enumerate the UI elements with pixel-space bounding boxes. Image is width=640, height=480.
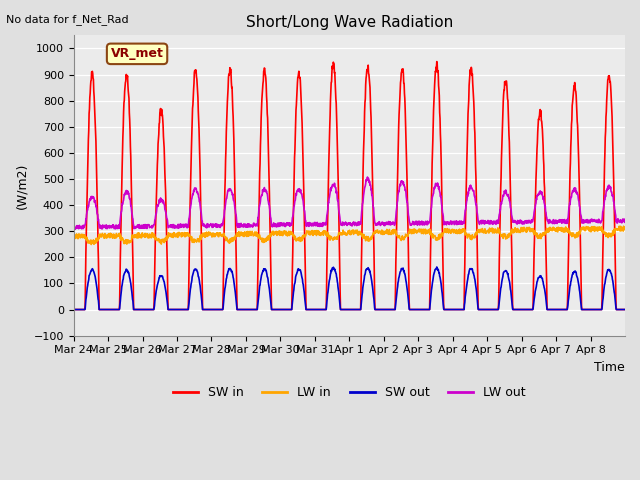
SW out [156, 273, 164, 279]
LW out [156, 199, 164, 204]
LW out [70, 223, 77, 228]
LW in [325, 236, 333, 241]
SW in [70, 307, 77, 312]
X-axis label: Time: Time [595, 361, 625, 374]
LW in [156, 239, 164, 245]
LW out [335, 209, 343, 215]
SW out [70, 307, 77, 312]
SW out [433, 264, 440, 270]
LW in [561, 229, 568, 235]
LW in [88, 241, 95, 247]
LW out [480, 221, 488, 227]
LW out [614, 217, 622, 223]
LW in [620, 223, 627, 229]
Y-axis label: (W/m2): (W/m2) [15, 162, 28, 209]
LW out [325, 200, 333, 206]
LW in [335, 231, 343, 237]
LW in [479, 230, 487, 236]
SW in [433, 59, 440, 64]
SW in [335, 206, 342, 212]
Line: SW out: SW out [74, 267, 625, 310]
LW out [71, 226, 79, 232]
SW out [479, 307, 487, 312]
Line: SW in: SW in [74, 61, 625, 310]
Text: No data for f_Net_Rad: No data for f_Net_Rad [6, 14, 129, 25]
SW out [335, 289, 342, 295]
LW out [561, 216, 568, 222]
SW in [621, 307, 629, 312]
SW in [324, 182, 332, 188]
SW out [561, 307, 568, 312]
SW out [621, 307, 629, 312]
Legend: SW in, LW in, SW out, LW out: SW in, LW in, SW out, LW out [168, 382, 531, 405]
LW in [70, 235, 77, 241]
Line: LW in: LW in [74, 226, 625, 244]
Text: VR_met: VR_met [111, 48, 163, 60]
SW in [479, 307, 487, 312]
SW in [614, 307, 622, 312]
SW out [324, 286, 332, 291]
SW in [561, 307, 568, 312]
LW in [614, 227, 622, 233]
Line: LW out: LW out [74, 177, 625, 229]
LW out [364, 174, 371, 180]
LW out [621, 216, 629, 222]
SW in [156, 110, 164, 116]
Title: Short/Long Wave Radiation: Short/Long Wave Radiation [246, 15, 453, 30]
LW in [621, 225, 629, 231]
SW out [614, 307, 622, 312]
